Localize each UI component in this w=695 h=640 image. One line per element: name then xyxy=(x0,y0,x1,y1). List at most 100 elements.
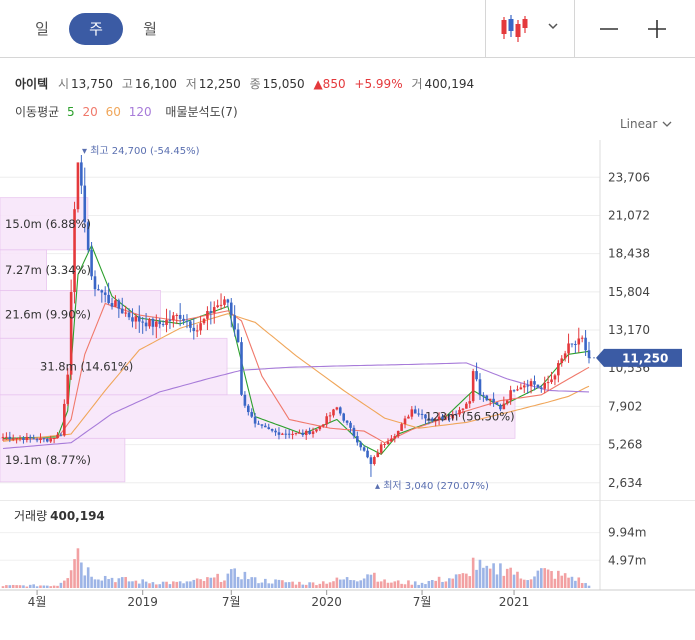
volume-bar xyxy=(117,578,121,588)
candle-body xyxy=(533,381,536,385)
candle-body xyxy=(502,403,506,410)
volume-profile-label: 21.6m (9.90%) xyxy=(5,307,91,321)
volume-bar xyxy=(420,582,424,588)
volume-bar xyxy=(175,581,179,588)
price-chart[interactable]: 23,70621,07218,43815,80413,17010,5367,90… xyxy=(0,140,695,500)
high-label: 고 xyxy=(121,77,133,91)
candle-body xyxy=(580,337,584,339)
candle-body xyxy=(141,321,144,323)
candle-body xyxy=(151,318,155,327)
candle-body xyxy=(488,398,492,401)
volume-bar xyxy=(25,586,29,588)
volume-bar xyxy=(332,581,335,588)
indicator-legend: 이동평균 5 20 60 120 매물분석도(7) xyxy=(15,103,242,120)
volume-bar xyxy=(519,578,523,588)
tab-monthly[interactable]: 월 xyxy=(143,20,157,38)
candle-body xyxy=(1,436,5,438)
volume-bar xyxy=(76,548,80,588)
volume-bar xyxy=(66,578,70,588)
volume-bar xyxy=(131,581,134,588)
volume-bars xyxy=(1,548,591,588)
candle-body xyxy=(550,379,553,383)
candle-body xyxy=(325,416,328,425)
candle-body xyxy=(35,439,39,441)
volume-profile-label[interactable]: 매물분석도(7) xyxy=(165,105,238,119)
candle-body xyxy=(270,429,274,431)
volume-bar xyxy=(5,585,8,588)
candle-body xyxy=(110,303,114,307)
candle-body xyxy=(76,162,80,210)
volume-bar xyxy=(202,580,206,588)
ma-5-line xyxy=(2,244,590,455)
volume-bar xyxy=(161,581,165,588)
candle-body xyxy=(390,438,393,442)
minus-icon xyxy=(600,28,618,30)
volume-bar xyxy=(189,581,192,588)
volume-bar xyxy=(35,586,39,588)
candle-body xyxy=(233,315,236,330)
volume-bar xyxy=(260,582,264,588)
volume-profile-bar xyxy=(0,337,228,396)
candle-body xyxy=(540,387,543,389)
tab-daily[interactable]: 일 xyxy=(35,20,49,38)
volume-bar xyxy=(311,582,315,588)
candle-body xyxy=(529,381,533,387)
candle-body xyxy=(434,419,437,421)
candle-body xyxy=(250,412,254,417)
volume-bar xyxy=(93,579,97,588)
candle-body xyxy=(437,416,441,420)
ma-20-label[interactable]: 20 xyxy=(82,105,98,119)
candle-body xyxy=(52,438,56,440)
volume-value: 400,194 xyxy=(424,77,475,91)
candle-body xyxy=(8,436,12,439)
ma-20-line xyxy=(2,302,590,444)
volume-bar xyxy=(39,585,42,588)
candle-body xyxy=(114,300,117,307)
candle-body xyxy=(335,407,339,410)
y-tick-label: 7,902 xyxy=(608,399,642,413)
chart-type-button[interactable] xyxy=(485,0,575,57)
volume-bar xyxy=(465,573,468,588)
volume-bar xyxy=(8,585,12,588)
volume-chart[interactable]: 9.94m 4.97m 4월 2019 7월 2020 7월 2021 xyxy=(0,500,695,640)
volume-bar xyxy=(134,580,138,588)
volume-bar xyxy=(110,577,114,588)
y-tick-label: 15,804 xyxy=(608,285,650,299)
volume-tick-label: 4.97m xyxy=(608,553,646,567)
candle-body xyxy=(284,433,288,435)
zoom-in-button[interactable] xyxy=(628,0,686,57)
volume-bar xyxy=(587,585,591,588)
volume-bar xyxy=(158,584,162,588)
candle-body xyxy=(247,405,250,413)
volume-bar xyxy=(281,580,284,588)
candle-body xyxy=(315,429,318,432)
moving-average-label[interactable]: 이동평균 xyxy=(15,105,60,119)
volume-bar xyxy=(424,584,427,588)
scale-toggle[interactable]: Linear xyxy=(620,117,673,131)
volume-bar xyxy=(49,586,52,588)
candle-body xyxy=(15,438,18,440)
ma-120-label[interactable]: 120 xyxy=(128,105,152,119)
candle-body xyxy=(441,416,444,420)
zoom-out-button[interactable] xyxy=(580,0,638,57)
candle-body xyxy=(471,371,475,402)
candle-body xyxy=(253,416,257,424)
volume-bar xyxy=(192,579,196,588)
candle-body xyxy=(11,438,15,440)
candlestick-icon xyxy=(501,15,558,42)
tab-weekly[interactable]: 주 xyxy=(69,13,123,45)
candle-body xyxy=(287,433,291,435)
volume-bar xyxy=(301,584,305,588)
min-price-annotation: ▴ 최저 3,040 (270.07%) xyxy=(375,480,489,492)
chevron-down-icon[interactable] xyxy=(548,23,558,30)
x-tick-label: 2020 xyxy=(311,595,342,609)
volume-bar xyxy=(287,582,291,588)
ma-5-label[interactable]: 5 xyxy=(67,105,75,119)
candle-body xyxy=(192,327,196,332)
change-value: ▲850 xyxy=(313,77,346,91)
candle-body xyxy=(492,398,495,403)
ma-60-label[interactable]: 60 xyxy=(105,105,121,119)
volume-bar xyxy=(437,576,441,588)
volume-bar xyxy=(550,571,553,588)
candle-body xyxy=(131,317,134,322)
